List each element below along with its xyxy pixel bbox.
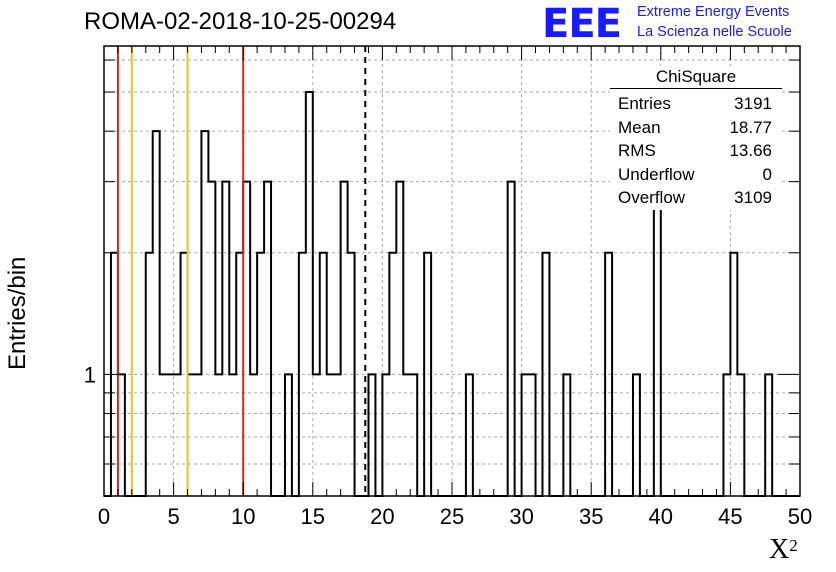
histogram-bin [229,374,236,496]
logo-text: Extreme Energy Events La Scienza nelle S… [637,2,792,42]
x-tick-label: 20 [370,504,394,529]
histogram-bin [403,374,410,496]
x-tick-label: 25 [440,504,464,529]
marker-lines [116,46,367,496]
histogram-bin [118,374,125,496]
logo-line-2: La Scienza nelle Scuole [637,24,792,40]
histogram-bin [348,253,355,496]
histogram-bin [542,253,549,496]
histogram-bin [320,253,327,496]
stats-row: RMS 13.66 [610,139,782,163]
histogram-bin [160,374,167,496]
histogram-bin [201,131,208,496]
histogram-bin [633,374,640,496]
histogram-bin [529,374,536,496]
histogram-bin [334,374,341,496]
histogram-bin [382,374,389,496]
histogram-bin [368,374,375,496]
stats-value: 13.66 [729,141,772,160]
histogram-bin [208,182,215,496]
axis-ticks [103,46,801,496]
histogram-bin [250,374,257,496]
x-tick-label: 45 [718,504,742,529]
stats-box: ChiSquare Entries 3191 Mean 18.77 RMS 13.66… [610,66,782,210]
stats-label: Overflow [618,188,686,207]
x-tick-label: 40 [649,504,673,529]
stats-row: Entries 3191 [610,92,782,116]
histogram-bin [765,374,772,496]
histogram-bin [174,374,181,496]
y-tick-label: 1 [84,362,96,387]
histogram-bin [389,253,396,496]
histogram-bin [222,182,229,496]
stats-label: Mean [618,117,661,137]
histogram-bin [153,131,160,496]
histogram-bin [243,182,250,496]
logo-line-1: Extreme Energy Events [637,4,790,20]
histogram-bin [215,374,222,496]
histogram-bin [508,182,515,496]
histogram-bin [264,182,271,496]
histogram-outline [104,91,800,497]
stats-value: 3109 [734,188,772,207]
tick-labels: 0 5 10 15 20 25 30 35 40 45 50 1 [84,362,812,529]
x-tick-label: 35 [579,504,603,529]
histogram-bin [563,374,570,496]
stats-label: Entries [618,94,671,113]
histogram-bin [605,253,612,496]
histogram-bin [313,374,320,496]
histogram-bin [257,253,264,496]
histogram-bin [181,253,188,496]
eee-logo: EEE [542,1,622,47]
histogram-bin [306,92,313,496]
histogram-bin [424,253,431,496]
x-tick-label: 30 [509,504,533,529]
histogram-bin [285,374,292,496]
histogram-bin [730,253,737,496]
stats-row: Mean 18.77 [610,116,782,140]
histogram-bin [341,182,348,496]
histogram-bin [299,253,306,496]
histogram-bin [737,374,744,496]
x-axis-label: X2 [769,534,798,566]
x-axis-label-base: X [769,534,790,565]
stats-value: 3191 [734,94,772,113]
histogram-bin [236,253,243,496]
stats-row: Overflow 3109 [610,186,782,210]
x-tick-label: 10 [231,504,255,529]
chart-title: ROMA-02-2018-10-25-00294 [84,8,397,35]
x-tick-label: 0 [98,504,110,529]
histogram-bin [327,374,334,496]
x-axis-label-sup: 2 [789,536,798,555]
histogram-bin [466,374,473,496]
stats-value: 18.77 [729,117,772,137]
stats-label: Underflow [618,164,695,184]
stats-row: Underflow 0 [610,163,782,187]
histogram-bars [104,91,800,497]
stats-title: ChiSquare [610,66,782,89]
x-tick-label: 5 [167,504,179,529]
histogram-bin [167,374,174,496]
stats-label: RMS [618,141,656,160]
histogram-bin [188,374,195,496]
histogram-bin [410,374,417,496]
x-tick-label: 50 [788,504,812,529]
histogram-bin [146,253,153,496]
histogram-bin [522,374,529,496]
histogram-bin [396,182,403,496]
x-tick-label: 15 [301,504,325,529]
histogram-bin [654,182,661,496]
histogram-bin [723,374,730,496]
histogram-bin [194,374,201,496]
stats-value: 0 [762,164,772,184]
